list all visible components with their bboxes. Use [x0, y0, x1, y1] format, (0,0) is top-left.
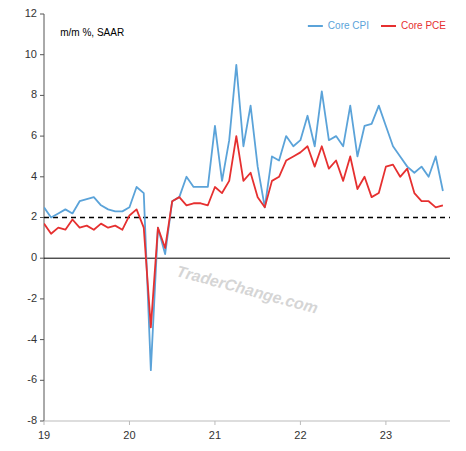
- y-tick: [40, 136, 44, 137]
- y-tick-label: 12: [25, 7, 37, 19]
- x-tick-label: 23: [380, 429, 392, 441]
- y-tick-label: 4: [31, 170, 37, 182]
- legend-swatch: [381, 25, 396, 27]
- x-tick: [129, 421, 130, 425]
- x-tick-label: 22: [294, 429, 306, 441]
- plot-area: [44, 65, 450, 370]
- x-tick-label: 20: [123, 429, 135, 441]
- y-tick: [40, 95, 44, 96]
- x-tick: [300, 421, 301, 425]
- y-axis-label: m/m %, SAAR: [60, 27, 124, 38]
- legend: Core PCE Core CPI: [308, 20, 446, 31]
- y-tick-label: 10: [25, 48, 37, 60]
- y-tick: [40, 176, 44, 177]
- x-tick: [214, 421, 215, 425]
- legend-label: Core CPI: [328, 20, 369, 31]
- y-tick: [40, 298, 44, 299]
- series-line: [44, 65, 443, 370]
- legend-swatch: [308, 25, 323, 27]
- reference-line: [44, 258, 450, 259]
- reference-line: [44, 217, 450, 218]
- y-tick: [40, 14, 44, 15]
- y-tick: [40, 217, 44, 218]
- y-tick-label: 0: [31, 251, 37, 263]
- chart: TraderChange.com -8 -6 -4 -2 0 2 4 6 8 10 12 19 20 21 2…: [0, 0, 466, 451]
- x-tick-label: 19: [38, 429, 50, 441]
- x-tick-label: 21: [209, 429, 221, 441]
- x-tick: [385, 421, 386, 425]
- y-tick-label: 8: [31, 88, 37, 100]
- y-tick: [40, 339, 44, 340]
- y-tick: [40, 421, 44, 422]
- y-tick-label: -8: [27, 414, 37, 426]
- y-tick-label: 6: [31, 129, 37, 141]
- y-tick-label: 2: [31, 210, 37, 222]
- y-tick-label: -6: [27, 373, 37, 385]
- y-tick-label: -4: [27, 333, 37, 345]
- y-tick-label: -2: [27, 292, 37, 304]
- series-line: [44, 136, 443, 327]
- y-tick: [40, 258, 44, 259]
- watermark: TraderChange.com: [175, 262, 320, 316]
- x-tick: [44, 421, 45, 425]
- x-axis-line: [44, 421, 450, 422]
- legend-label: Core PCE: [401, 20, 446, 31]
- y-tick: [40, 380, 44, 381]
- y-tick: [40, 54, 44, 55]
